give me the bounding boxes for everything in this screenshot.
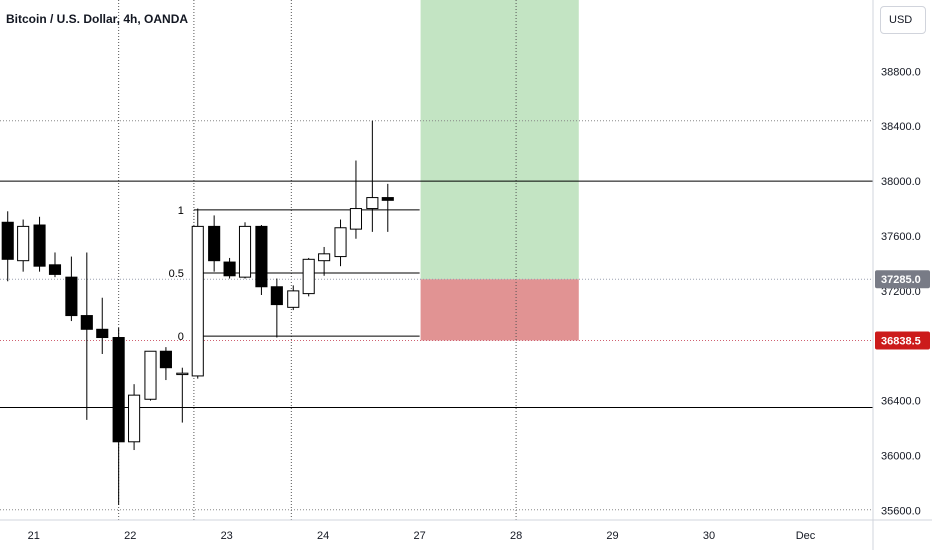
- currency-button[interactable]: USD: [880, 6, 926, 34]
- candle[interactable]: [112, 327, 125, 505]
- candle-body: [48, 264, 62, 275]
- candle[interactable]: [1, 211, 14, 282]
- candle[interactable]: [176, 367, 189, 423]
- fib-level-label: 0: [178, 331, 184, 343]
- price-label: 36838.5: [881, 335, 921, 347]
- loss-zone[interactable]: [420, 279, 579, 341]
- candle[interactable]: [17, 219, 30, 272]
- candle-body: [80, 315, 93, 330]
- candle[interactable]: [238, 222, 252, 279]
- candle[interactable]: [96, 297, 109, 354]
- candle[interactable]: [191, 208, 204, 379]
- candle[interactable]: [287, 285, 300, 311]
- candle-body: [238, 225, 252, 278]
- candle-body: [17, 225, 30, 262]
- candle[interactable]: [381, 183, 394, 232]
- y-tick-label: 35600.0: [881, 505, 921, 517]
- candle-body: [96, 328, 109, 339]
- x-tick-label: 29: [606, 530, 618, 542]
- y-tick-label: 37600.0: [881, 231, 921, 243]
- candle[interactable]: [349, 160, 363, 239]
- x-tick-label: 28: [510, 530, 522, 542]
- candle[interactable]: [80, 252, 93, 420]
- price-label-box: [875, 270, 930, 289]
- candle-body: [255, 225, 268, 288]
- fib-level-label: 0.5: [169, 268, 184, 280]
- candle-body: [159, 350, 172, 369]
- x-tick-label: 30: [703, 530, 715, 542]
- candle[interactable]: [65, 256, 78, 322]
- candle-body: [223, 261, 236, 277]
- x-tick-label: 24: [317, 530, 329, 542]
- candle-body: [65, 276, 78, 317]
- candle-body: [128, 394, 141, 443]
- fib-level-label: 1: [178, 205, 184, 217]
- candle-body: [1, 221, 14, 260]
- y-tick-label: 38800.0: [881, 66, 921, 78]
- candle-body: [381, 197, 394, 201]
- candle-body: [366, 197, 379, 210]
- candle[interactable]: [366, 120, 379, 232]
- candle-body: [318, 253, 331, 262]
- candle[interactable]: [128, 384, 141, 451]
- candle[interactable]: [144, 350, 157, 401]
- time-axis[interactable]: [0, 520, 932, 550]
- candle-body: [287, 290, 300, 308]
- candle-body: [33, 224, 46, 267]
- candle-body: [144, 350, 157, 400]
- candle[interactable]: [334, 219, 347, 267]
- candle-body: [270, 286, 283, 306]
- profit-zone[interactable]: [420, 0, 579, 280]
- y-tick-label: 38400.0: [881, 121, 921, 133]
- candle-body: [176, 372, 189, 376]
- candle[interactable]: [318, 246, 331, 276]
- candle-body: [349, 208, 363, 230]
- candle[interactable]: [223, 257, 236, 279]
- y-tick-label: 37200.0: [881, 286, 921, 298]
- candle[interactable]: [48, 252, 62, 278]
- x-tick-label: 23: [221, 530, 233, 542]
- candle-body: [191, 225, 204, 377]
- candle-body: [112, 337, 125, 443]
- chart-title: Bitcoin / U.S. Dollar, 4h, OANDA: [6, 12, 189, 26]
- candle[interactable]: [159, 347, 172, 381]
- y-tick-label: 36400.0: [881, 396, 921, 408]
- candle[interactable]: [302, 257, 315, 297]
- candle-body: [302, 258, 315, 295]
- candle[interactable]: [33, 216, 46, 272]
- price-label-box: [875, 331, 930, 350]
- candle[interactable]: [270, 278, 283, 338]
- candle[interactable]: [255, 225, 268, 295]
- candle-body: [208, 225, 221, 262]
- price-label: 37285.0: [881, 274, 921, 286]
- x-tick-label: 27: [413, 530, 425, 542]
- y-tick-label: 36000.0: [881, 451, 921, 463]
- x-tick-label: 22: [124, 530, 136, 542]
- candle[interactable]: [208, 215, 221, 272]
- x-tick-label: Dec: [796, 530, 816, 542]
- x-tick-label: 21: [28, 530, 40, 542]
- y-tick-label: 38000.0: [881, 176, 921, 188]
- candle-body: [334, 227, 347, 258]
